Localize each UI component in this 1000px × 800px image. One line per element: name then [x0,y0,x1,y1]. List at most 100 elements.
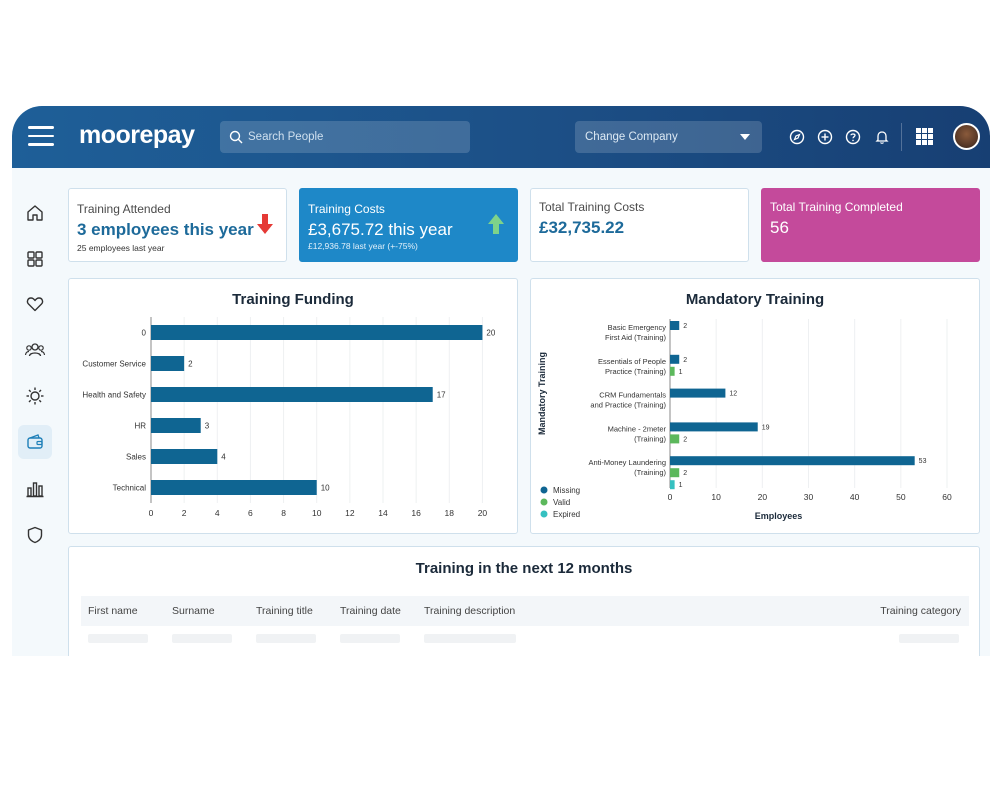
x-tick-label: 2 [182,508,187,518]
bar[interactable] [151,325,483,340]
x-axis-title: Employees [755,511,803,521]
kpi-card-training-attended: Training Attended 3 employees this year … [68,188,287,262]
loading-placeholder [88,634,148,643]
bar[interactable] [151,418,201,433]
help-icon[interactable] [845,129,861,145]
bar[interactable] [151,356,185,371]
sidebar-item-wallet[interactable] [18,425,52,459]
sidebar [12,168,58,656]
kpi-label: Training Costs [308,202,385,216]
legend-label[interactable]: Expired [553,510,580,519]
sun-icon [26,387,44,405]
x-tick-label: 20 [758,492,768,502]
x-tick-label: 50 [896,492,906,502]
y-tick-label: and Practice (Training) [590,401,666,410]
x-tick-label: 10 [711,492,721,502]
y-tick-label: Machine - 2meter [608,424,667,433]
sidebar-item-reports[interactable] [18,472,52,506]
bar[interactable] [151,387,433,402]
loading-placeholder [256,634,316,643]
bar[interactable] [670,422,758,432]
bar[interactable] [670,366,675,376]
y-tick-label: Practice (Training) [605,367,666,376]
add-icon[interactable] [817,129,833,145]
column-header-surname[interactable]: Surname [172,605,215,617]
data-label: 3 [205,422,210,431]
sidebar-item-dashboard[interactable] [18,242,52,276]
sidebar-item-wellbeing[interactable] [18,287,52,321]
search-icon [229,130,243,144]
x-tick-label: 8 [281,508,286,518]
bar[interactable] [151,480,317,495]
y-tick-label: (Training) [634,468,666,477]
x-tick-label: 30 [804,492,814,502]
y-tick-label: (Training) [634,434,666,443]
menu-icon[interactable] [28,126,54,146]
bar[interactable] [670,388,726,398]
y-tick-label: Basic Emergency [608,323,667,332]
mandatory-training-chart-card: Mandatory Training 0 10 20 30 40 50 60 Employee… [530,278,980,534]
change-company-label: Change Company [585,131,678,143]
data-label: 2 [683,470,687,477]
column-header-training-category[interactable]: Training category [880,605,961,617]
data-label: 1 [679,482,683,489]
bar[interactable] [670,354,680,364]
training-funding-chart: 0 2 4 6 8 10 12 14 16 18 20 0 20 Customer Service 2 Hea… [82,317,496,518]
avatar[interactable] [953,123,980,150]
search-placeholder: Search People [248,131,324,143]
sidebar-item-home[interactable] [18,196,52,230]
data-label: 2 [188,360,193,369]
upcoming-training-table-card: Training in the next 12 months First nam… [68,546,980,656]
y-tick-label: CRM Fundamentals [599,391,666,400]
legend-label[interactable]: Missing [553,486,580,495]
x-tick-label: 20 [478,508,488,518]
y-tick-label: Essentials of People [598,357,666,366]
x-tick-label: 14 [378,508,388,518]
bar[interactable] [670,321,680,330]
column-header-training-title[interactable]: Training title [256,605,313,617]
y-tick-label: Anti-Money Laundering [588,458,666,467]
search-input[interactable]: Search People [220,121,470,153]
kpi-subtext: 25 employees last year [77,243,165,253]
legend-label[interactable]: Valid [553,498,570,507]
data-label: 4 [221,453,226,462]
loading-placeholder [340,634,400,643]
column-header-training-date[interactable]: Training date [340,605,401,617]
kpi-value: £32,735.22 [539,218,625,237]
legend-marker [540,486,548,494]
loading-placeholder [424,634,516,643]
y-axis-title: Mandatory Training [537,352,547,435]
y-tick-label: HR [134,422,146,431]
compass-icon[interactable] [789,129,805,145]
data-label: 20 [486,329,495,338]
x-tick-label: 0 [149,508,154,518]
change-company-select[interactable]: Change Company [575,121,762,153]
bar-chart-icon [26,482,44,498]
apps-grid-icon[interactable] [916,128,933,145]
kpi-subtext: £12,936.78 last year (+-75%) [308,241,418,251]
x-tick-label: 12 [345,508,355,518]
data-label: 10 [321,484,330,493]
bar[interactable] [670,468,680,478]
y-tick-label: 0 [142,329,147,338]
bar[interactable] [670,434,680,444]
logo[interactable]: moorepay [79,121,195,149]
sidebar-item-sun[interactable] [18,379,52,413]
people-icon [24,343,46,357]
kpi-label: Total Training Costs [539,200,645,214]
data-label: 12 [729,391,737,398]
sidebar-item-people[interactable] [18,333,52,367]
column-header-first-name[interactable]: First name [88,605,138,617]
notification-bell-icon[interactable] [874,129,890,145]
sidebar-item-security[interactable] [18,518,52,552]
column-header-training-description[interactable]: Training description [424,605,516,617]
bar[interactable] [151,449,218,464]
bar[interactable] [670,480,675,490]
kpi-label: Training Attended [77,202,171,216]
x-tick-label: 60 [942,492,952,502]
y-tick-label: First Aid (Training) [605,333,666,342]
y-tick-label: Customer Service [82,360,146,369]
bar[interactable] [670,456,915,466]
data-label: 17 [437,391,446,400]
y-tick-label: Health and Safety [82,391,146,400]
